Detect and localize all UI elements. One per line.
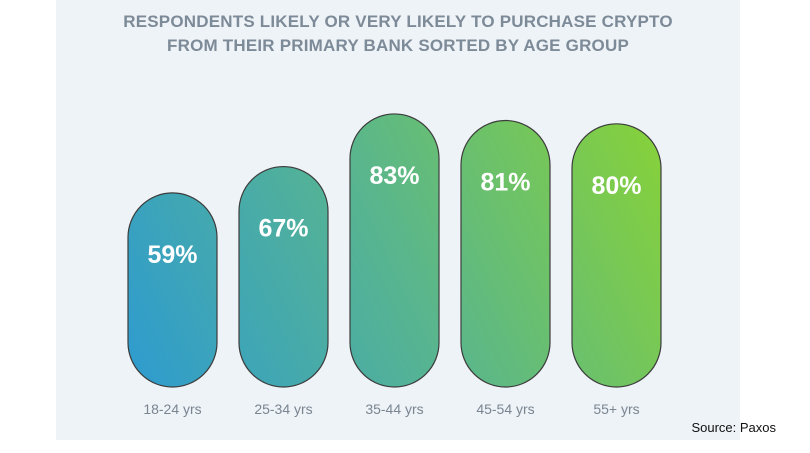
x-tick-label: 55+ yrs xyxy=(593,401,639,417)
bars-layer: 59% 18-24 yrs 67% 25-34 yrs 83% 35-44 yrs 81% 4… xyxy=(127,113,662,417)
bar-55-yrs xyxy=(571,123,662,388)
chart-title: RESPONDENTS LIKELY OR VERY LIKELY TO PUR… xyxy=(56,10,740,58)
bar-45-54-yrs xyxy=(460,119,551,388)
source-note: Source: Paxos xyxy=(691,420,776,435)
chart-title-line-2: FROM THEIR PRIMARY BANK SORTED BY AGE GR… xyxy=(167,36,629,55)
x-tick-label: 45-54 yrs xyxy=(476,401,534,417)
bar-18-24-yrs xyxy=(127,192,218,388)
x-tick-label: 25-34 yrs xyxy=(254,401,312,417)
bar-value-label: 81% xyxy=(480,169,530,197)
chart-title-line-1: RESPONDENTS LIKELY OR VERY LIKELY TO PUR… xyxy=(123,12,673,31)
bar-value-label: 59% xyxy=(147,241,197,269)
bar-value-label: 83% xyxy=(369,162,419,190)
x-tick-label: 35-44 yrs xyxy=(365,401,423,417)
x-tick-label: 18-24 yrs xyxy=(143,401,201,417)
bar-value-label: 67% xyxy=(258,215,308,243)
bar-35-44-yrs xyxy=(349,113,440,388)
bar-25-34-yrs xyxy=(238,165,329,388)
bar-value-label: 80% xyxy=(591,172,641,200)
